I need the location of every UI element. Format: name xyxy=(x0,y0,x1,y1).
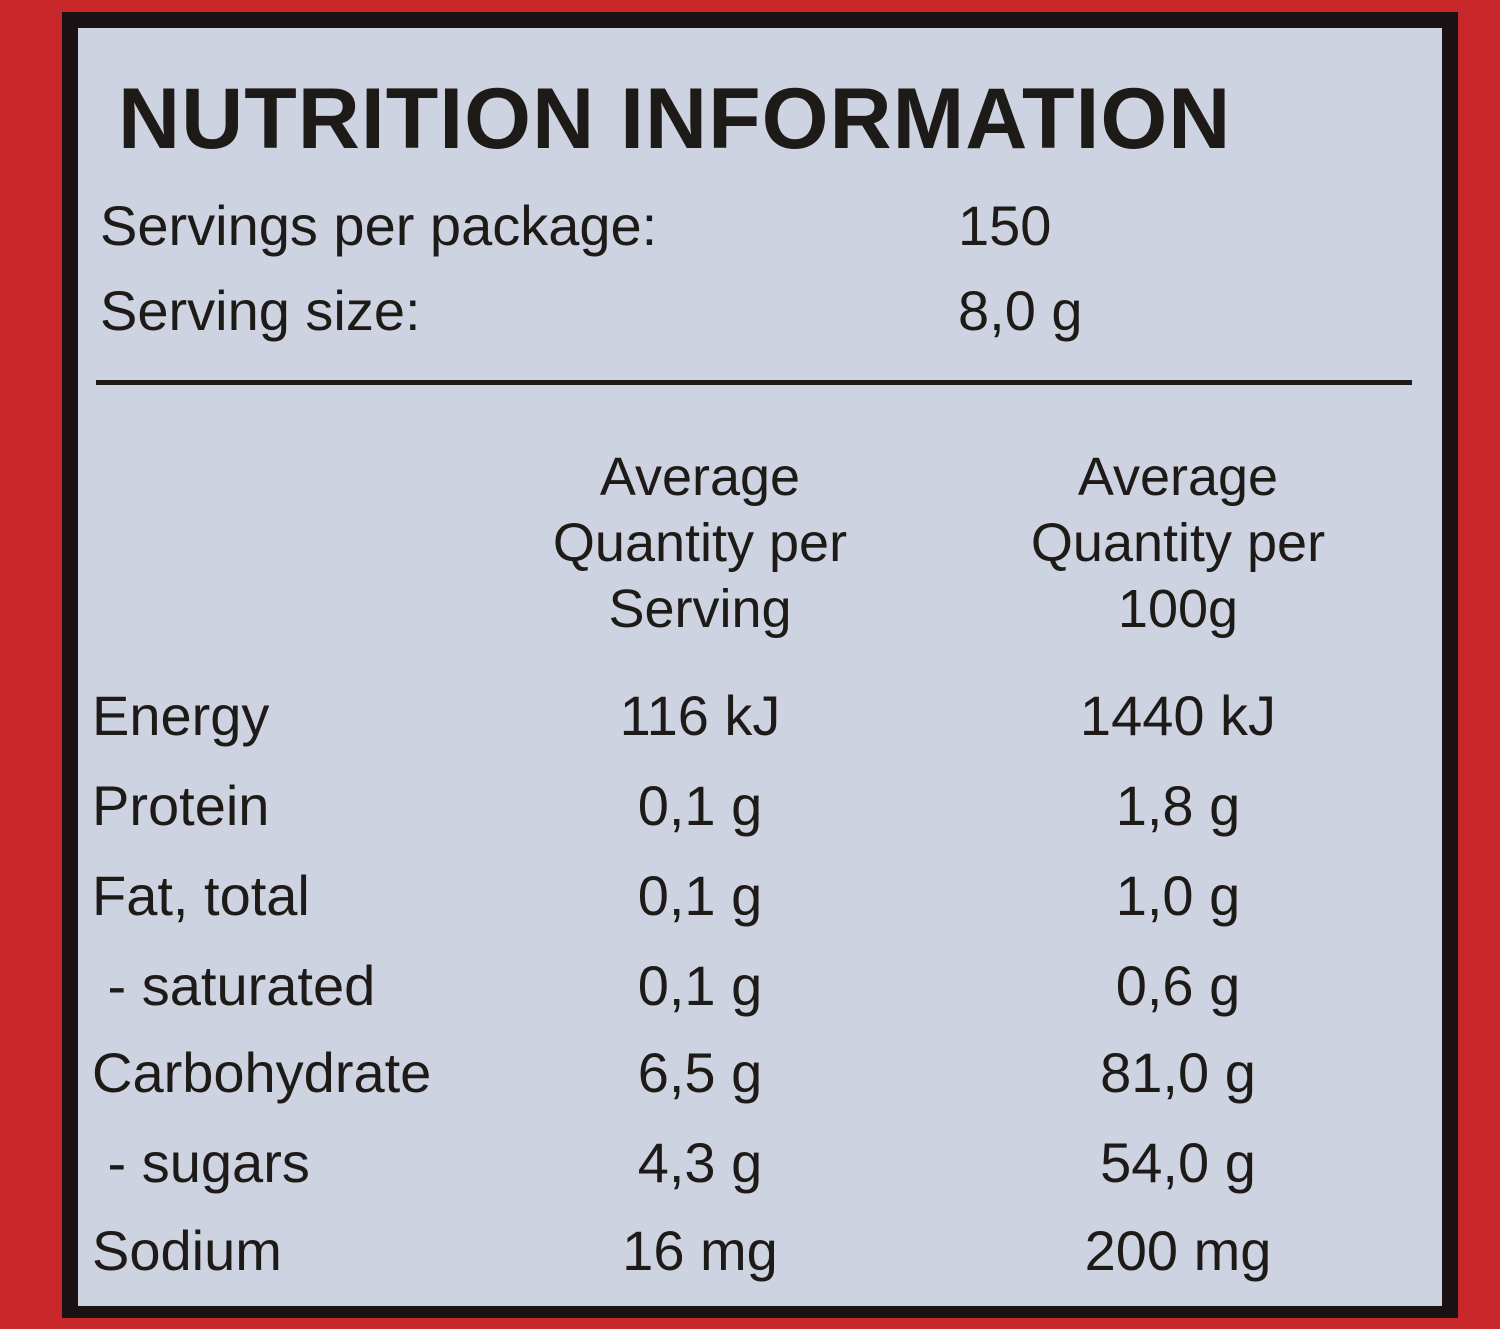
column-header: Quantity per xyxy=(552,513,848,573)
column-header: Average xyxy=(599,447,801,507)
nutrient-name: Sodium xyxy=(92,1219,282,1282)
nutrient-name: - sugars xyxy=(92,1131,310,1194)
column-header: Quantity per xyxy=(1030,513,1326,573)
column-header: 100g xyxy=(1117,579,1239,639)
per-serving: 6,5 g xyxy=(637,1041,763,1104)
per-serving: 0,1 g xyxy=(637,864,763,927)
per-100g: 1,0 g xyxy=(1115,864,1241,927)
per-100g: 0,6 g xyxy=(1115,954,1241,1017)
label-border: NUTRITION INFORMATION Servings per packa… xyxy=(62,12,1458,1318)
serving-value: 150 xyxy=(958,194,1052,257)
nutrient-name: Protein xyxy=(92,774,270,837)
serving-label: Serving size: xyxy=(100,279,421,342)
per-100g: 54,0 g xyxy=(1100,1131,1256,1194)
divider xyxy=(96,380,1412,385)
per-100g: 1440 kJ xyxy=(1079,684,1277,747)
label-panel: NUTRITION INFORMATION Servings per packa… xyxy=(78,28,1442,1306)
nutrient-name: Energy xyxy=(92,684,270,747)
nutrient-name: Carbohydrate xyxy=(92,1041,432,1104)
serving-label: Servings per package: xyxy=(100,194,658,257)
serving-value: 8,0 g xyxy=(958,279,1083,342)
per-serving: 0,1 g xyxy=(637,954,763,1017)
per-serving: 4,3 g xyxy=(637,1131,763,1194)
title: NUTRITION INFORMATION xyxy=(118,71,1232,167)
column-header: Serving xyxy=(608,579,792,639)
nutrient-name: Fat, total xyxy=(92,864,310,927)
per-100g: 1,8 g xyxy=(1115,774,1241,837)
column-header: Average xyxy=(1077,447,1279,507)
per-serving: 16 mg xyxy=(622,1219,778,1282)
nutrient-name: - saturated xyxy=(92,954,376,1017)
per-serving: 0,1 g xyxy=(637,774,763,837)
per-100g: 81,0 g xyxy=(1100,1041,1256,1104)
per-100g: 200 mg xyxy=(1084,1219,1272,1282)
per-serving: 116 kJ xyxy=(619,684,781,747)
